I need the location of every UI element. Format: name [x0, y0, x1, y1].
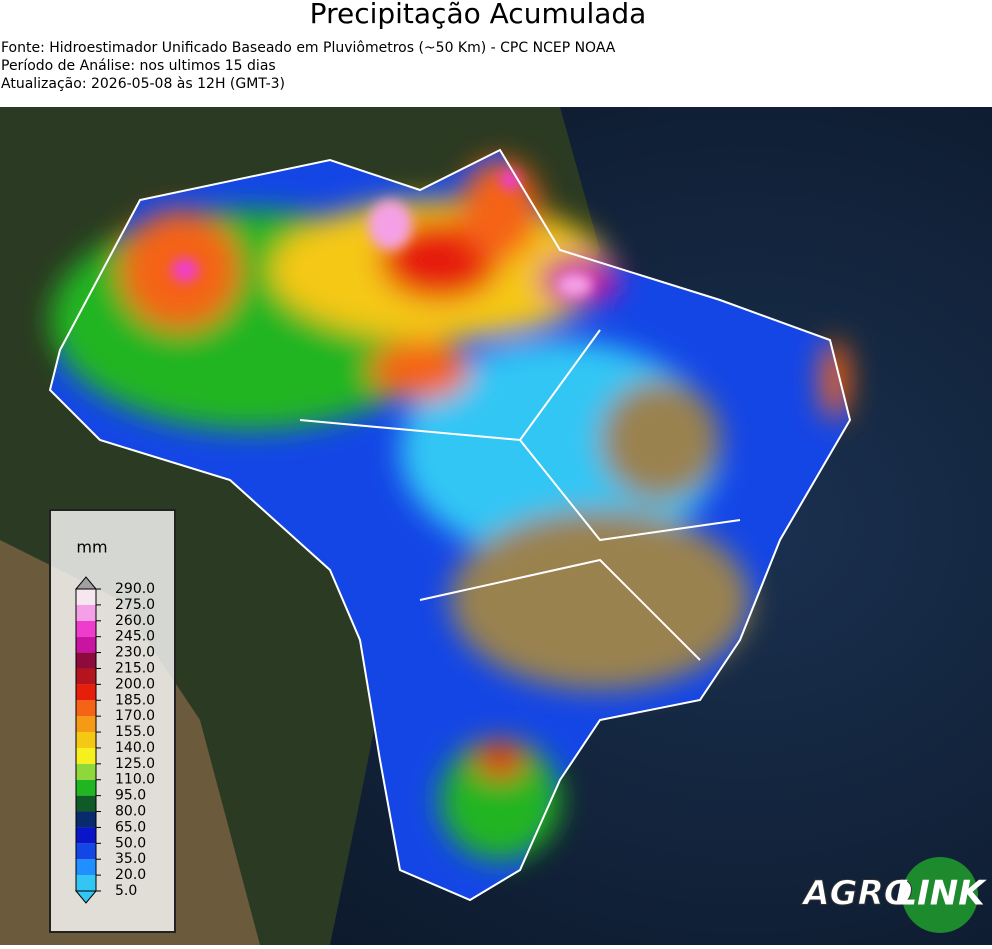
colorbar-tick-label: 155.0	[115, 724, 155, 740]
colorbar-tick-label: 245.0	[115, 629, 155, 645]
colorbar-tick-label: 290.0	[115, 581, 155, 597]
colorbar-tick-label: 80.0	[115, 804, 146, 820]
title: Precipitação Acumulada	[310, 0, 647, 30]
colorbar-tick-label: 230.0	[115, 645, 155, 661]
colorbar-band	[76, 636, 96, 653]
colorbar-band	[76, 779, 96, 796]
colorbar-tick-label: 215.0	[115, 660, 155, 676]
colorbar-tick-label: 50.0	[115, 835, 146, 851]
colorbar-band	[76, 700, 96, 717]
colorbar-tick-label: 275.0	[115, 597, 155, 613]
logo: AGRO LINK	[800, 857, 987, 933]
logo-badge	[902, 857, 978, 933]
colorbar: mm 5.020.035.050.065.080.095.0110.0125.0…	[49, 509, 176, 933]
period-line: Período de Análise: nos ultimos 15 dias	[1, 58, 276, 74]
colorbar-band	[76, 684, 96, 701]
colorbar-tick-label: 185.0	[115, 692, 155, 708]
colorbar-band	[76, 652, 96, 669]
colorbar-tick-label: 65.0	[115, 819, 146, 835]
colorbar-tick-label: 125.0	[115, 756, 155, 772]
colorbar-band	[76, 620, 96, 637]
colorbar-band	[76, 811, 96, 828]
borders	[48, 148, 852, 902]
colorbar-band	[76, 732, 96, 748]
colorbar-band	[76, 875, 96, 891]
colorbar-unit: mm	[76, 538, 107, 557]
precip-peaks	[171, 170, 593, 297]
colorbar-band	[76, 843, 96, 860]
precip-blobs	[50, 160, 849, 860]
colorbar-tick-label: 140.0	[115, 740, 155, 756]
colorbar-tick-label: 95.0	[115, 788, 146, 804]
colorbar-outline	[75, 588, 97, 892]
colorbar-tick-label: 260.0	[115, 613, 155, 629]
colorbar-band	[76, 716, 96, 733]
colorbar-tick-label: 35.0	[115, 851, 146, 867]
logo-text: AGRO	[800, 874, 912, 914]
colorbar-panel	[49, 509, 176, 933]
colorbar-band	[76, 859, 96, 876]
source-line: Fonte: Hidroestimador Unificado Baseado …	[1, 40, 616, 56]
colorbar-band	[76, 668, 96, 685]
colorbar-band	[76, 795, 96, 812]
colorbar-scale: 5.020.035.050.065.080.095.0110.0125.0140…	[74, 576, 155, 904]
colorbar-tick-label: 110.0	[115, 772, 155, 788]
colorbar-band	[76, 747, 96, 764]
colorbar-tick-label: 170.0	[115, 708, 155, 724]
colorbar-tick-label: 200.0	[115, 676, 155, 692]
update-line: Atualização: 2026-05-08 às 12H (GMT-3)	[1, 76, 285, 92]
colorbar-tick-label: 20.0	[115, 867, 146, 883]
colorbar-band	[76, 827, 96, 844]
colorbar-band	[76, 763, 96, 780]
logo-text: LINK	[895, 874, 987, 914]
colorbar-band	[76, 589, 96, 605]
colorbar-tick-label: 5.0	[115, 883, 137, 899]
colorbar-band	[76, 604, 96, 621]
